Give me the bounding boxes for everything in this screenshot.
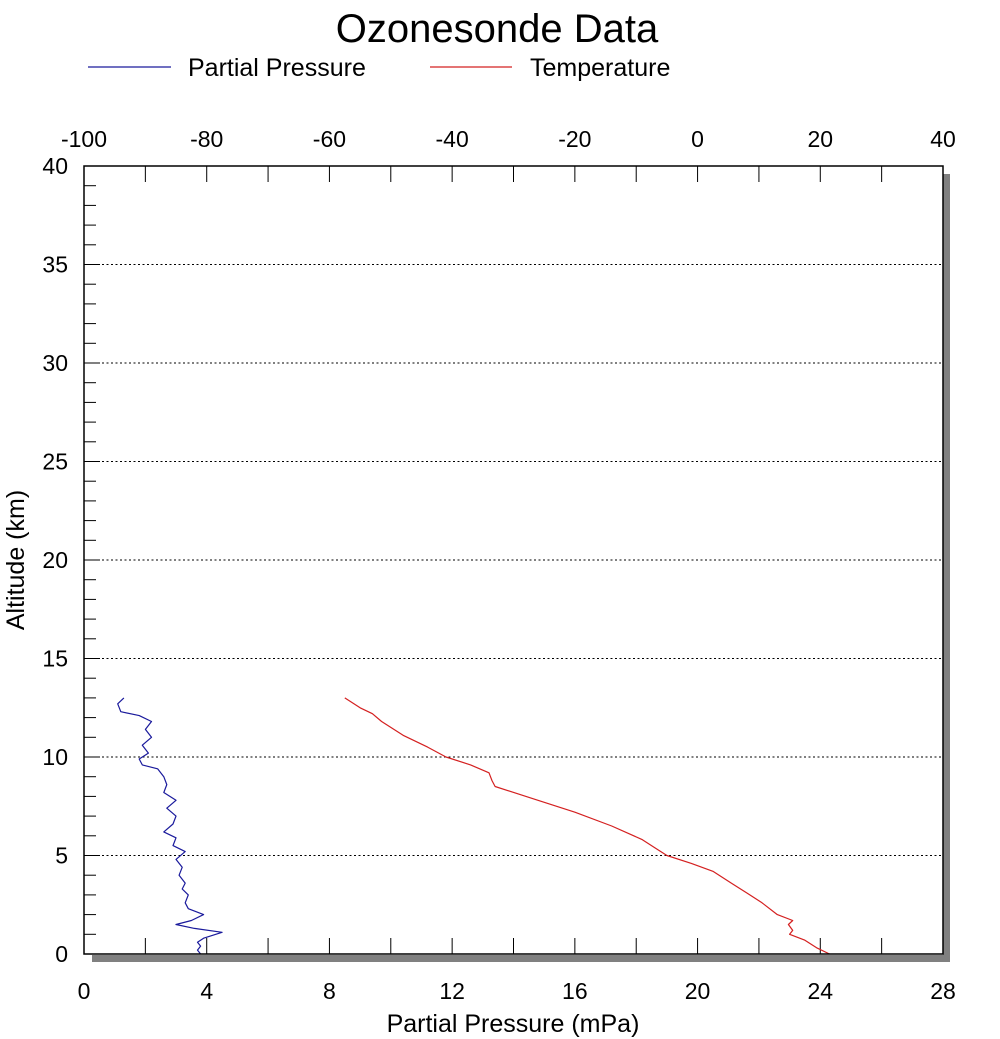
x-bottom-tick-label: 16 <box>562 978 588 1004</box>
y-tick-label: 20 <box>42 547 68 573</box>
tick-labels: 0 5 10 15 20 25 30 35 40 0 4 8 12 16 20 24 28 -100 -80 -60 -… <box>42 126 955 1004</box>
x-top-tick-label: 40 <box>930 126 956 152</box>
x-bottom-tick-label: 4 <box>200 978 213 1004</box>
x-top-tick-label: -40 <box>436 126 469 152</box>
x-top-tick-label: -80 <box>190 126 223 152</box>
y-tick-label: 0 <box>55 941 68 967</box>
plot-shadow-bottom <box>92 955 950 962</box>
y-tick-label: 35 <box>42 252 68 278</box>
legend-label-temperature: Temperature <box>530 54 670 82</box>
x-bottom-tick-label: 0 <box>78 978 91 1004</box>
x-bottom-tick-label: 24 <box>807 978 833 1004</box>
x-bottom-tick-label: 28 <box>930 978 956 1004</box>
x-top-tick-label: 20 <box>807 126 833 152</box>
x-bottom-tick-label: 20 <box>685 978 711 1004</box>
chart-title: Ozonesonde Data <box>336 7 659 51</box>
legend: Partial Pressure Temperature <box>88 54 670 82</box>
series-line-temperature <box>344 697 830 955</box>
gridlines <box>84 264 943 856</box>
y-tick-label: 5 <box>55 843 68 869</box>
x-top-tick-label: 0 <box>691 126 704 152</box>
y-axis-label: Altitude (km) <box>2 490 30 630</box>
x-bottom-tick-label: 12 <box>439 978 465 1004</box>
y-tick-label: 15 <box>42 646 68 672</box>
x-top-tick-label: -20 <box>558 126 591 152</box>
series-line-partial-pressure <box>117 697 223 955</box>
plot-frame <box>83 165 944 955</box>
x-top-tick-label: -100 <box>61 126 107 152</box>
series-layer <box>117 697 830 955</box>
y-tick-label: 25 <box>42 449 68 475</box>
x-top-tick-label: -60 <box>313 126 346 152</box>
plot-shadow-right <box>943 174 950 962</box>
x-bottom-tick-label: 8 <box>323 978 336 1004</box>
legend-label-partial-pressure: Partial Pressure <box>188 54 366 82</box>
y-tick-label: 40 <box>42 153 68 179</box>
y-tick-label: 30 <box>42 350 68 376</box>
x-axis-label-bottom: Partial Pressure (mPa) <box>387 1010 640 1038</box>
y-tick-label: 10 <box>42 744 68 770</box>
